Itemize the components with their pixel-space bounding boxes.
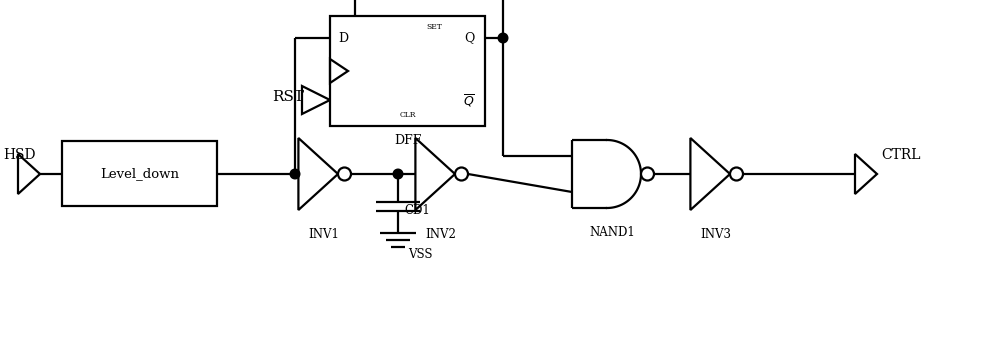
Text: CTRL: CTRL xyxy=(881,148,920,162)
Text: DFF: DFF xyxy=(394,134,421,147)
Text: VSS: VSS xyxy=(408,248,432,261)
Text: SET: SET xyxy=(426,23,442,31)
Circle shape xyxy=(455,167,468,181)
Circle shape xyxy=(393,169,403,179)
Text: CLR: CLR xyxy=(400,111,416,119)
Text: D: D xyxy=(338,32,348,45)
Polygon shape xyxy=(572,140,641,208)
Circle shape xyxy=(498,33,508,43)
Text: INV2: INV2 xyxy=(425,228,456,241)
Text: NAND1: NAND1 xyxy=(589,226,635,239)
Circle shape xyxy=(641,167,654,181)
Text: Q: Q xyxy=(465,32,475,45)
Text: INV1: INV1 xyxy=(308,228,339,241)
Text: INV3: INV3 xyxy=(700,228,731,241)
Circle shape xyxy=(290,169,300,179)
Text: CD1: CD1 xyxy=(404,204,430,217)
Text: Level_down: Level_down xyxy=(100,167,179,180)
Bar xyxy=(330,16,485,126)
Bar xyxy=(62,141,217,206)
Circle shape xyxy=(730,167,743,181)
Text: HSD: HSD xyxy=(3,148,36,162)
Text: $\overline{Q}$: $\overline{Q}$ xyxy=(463,93,475,109)
Text: RST: RST xyxy=(272,90,304,104)
Circle shape xyxy=(338,167,351,181)
